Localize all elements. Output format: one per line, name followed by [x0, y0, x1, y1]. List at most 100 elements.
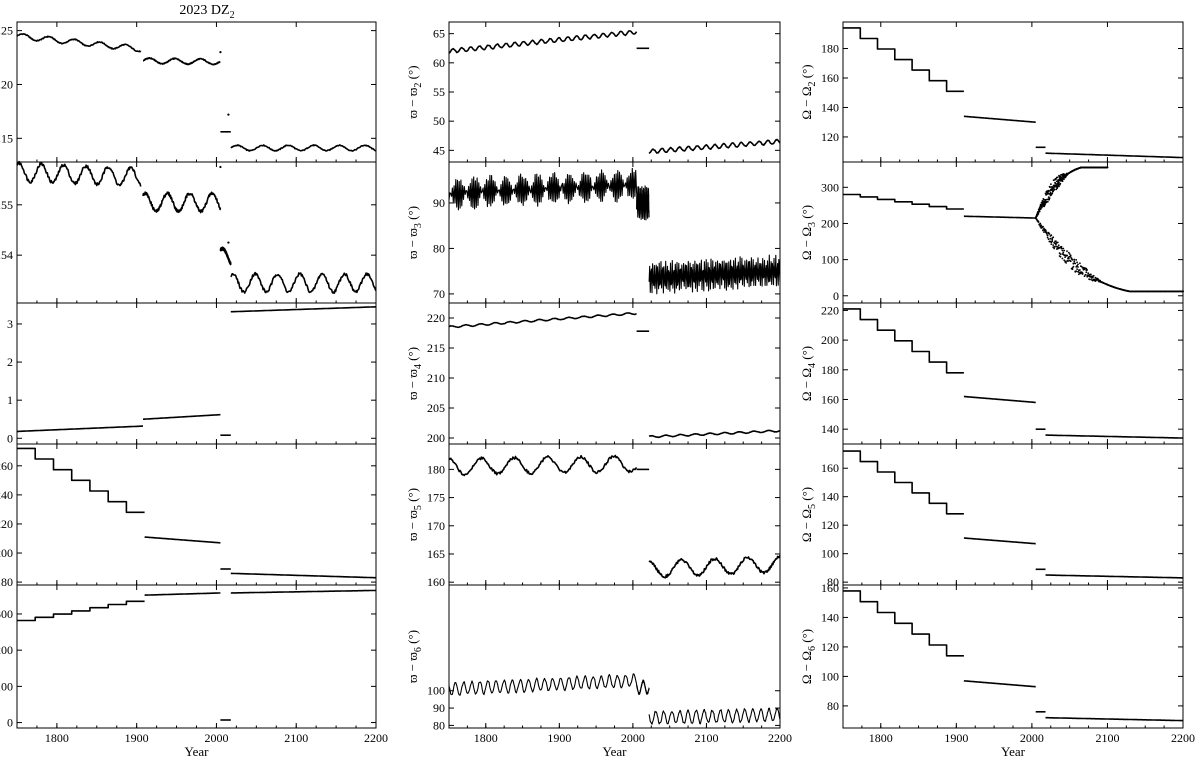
scatter-point — [1037, 221, 1040, 224]
scatter-point — [1076, 261, 1078, 264]
scatter-point — [1079, 262, 1081, 265]
scatter-point — [1055, 243, 1057, 246]
series-line — [843, 308, 964, 374]
y-tick-label: 140 — [821, 100, 839, 114]
series-line — [448, 312, 637, 329]
plot-frame — [16, 302, 377, 445]
scatter-point — [1052, 236, 1055, 239]
plot-frame — [16, 584, 377, 729]
scatter-point — [1042, 225, 1044, 228]
x-tick-label: 1800 — [45, 731, 69, 745]
series-line — [142, 413, 221, 420]
series-line — [963, 115, 1037, 123]
plot-frame — [842, 21, 1184, 163]
scatter-point — [1054, 182, 1057, 185]
scatter-point — [1064, 256, 1066, 258]
y-tick-label: 220 — [427, 311, 445, 325]
plot-frame — [448, 21, 781, 163]
scatter-point — [1050, 183, 1052, 186]
scatter-point — [1040, 224, 1043, 227]
y-tick-label: 3 — [7, 317, 13, 331]
scatter-point — [1046, 200, 1049, 203]
y-tick-label: 170 — [427, 519, 445, 533]
series-line — [648, 707, 781, 725]
scatter-point — [1054, 245, 1056, 248]
scatter-point — [1069, 256, 1072, 258]
y-tick-label: 80 — [827, 575, 839, 589]
y-tick-label: 180 — [0, 575, 13, 589]
y-tick-label: 0 — [7, 431, 13, 445]
y-axis-label: Ω − Ω6 (°) — [799, 629, 818, 684]
y-tick-label: 120 — [821, 518, 839, 532]
scatter-point — [1059, 182, 1062, 185]
x-tick-label: 2000 — [204, 731, 228, 745]
y-axis-label: Ω − Ω4 (°) — [799, 346, 818, 401]
scatter-point — [1077, 266, 1079, 268]
scatter-point — [1079, 269, 1081, 271]
y-tick-label: 160 — [821, 392, 839, 406]
y-tick-label: 160 — [427, 575, 445, 589]
y-tick-label: 2.25 — [0, 24, 13, 38]
series-line — [963, 395, 1037, 404]
series-line — [1045, 716, 1184, 722]
y-tick-label: 205 — [427, 401, 445, 415]
panel-c1-r2: 200 205 210 215 220 ϖ − ϖ4 (°) — [405, 302, 781, 445]
y-tick-label: 80 — [433, 241, 445, 255]
y-tick-label: 200 — [821, 216, 839, 230]
plot-frame — [448, 443, 781, 586]
y-tick-label: 220 — [0, 517, 13, 531]
y-tick-label: 210 — [427, 371, 445, 385]
x-tick-label: 1900 — [125, 731, 149, 745]
series-line — [219, 246, 232, 266]
y-tick-label: 80 — [827, 699, 839, 713]
x-tick-label: 1900 — [547, 731, 571, 745]
y-tick-label: 180 — [427, 462, 445, 476]
scatter-point — [1059, 255, 1062, 258]
series-line — [1045, 574, 1184, 579]
x-tick-label: 1800 — [869, 731, 893, 745]
scatter-point — [1058, 185, 1060, 188]
scatter-point — [1041, 206, 1043, 209]
scatter-point — [1060, 247, 1063, 250]
y-tick-label: 175 — [427, 491, 445, 505]
scatter-point — [1042, 198, 1045, 201]
scatter-point — [1075, 270, 1078, 273]
y-axis-label: ϖ − ϖ4 (°) — [405, 347, 424, 400]
series-line — [448, 454, 638, 477]
y-tick-label: 215 — [427, 341, 445, 355]
plot-frame — [842, 443, 1184, 586]
y-tick-label: 200 — [427, 431, 445, 445]
scatter-point — [1075, 259, 1078, 261]
isolated-point — [227, 113, 230, 116]
scatter-point — [1067, 259, 1069, 262]
scatter-point — [1051, 240, 1054, 243]
scatter-point — [1056, 182, 1059, 185]
y-tick-label: 90 — [433, 196, 445, 210]
series-line — [648, 429, 781, 439]
y-tick-label: 90 — [433, 701, 445, 715]
y-tick-label: 0 — [833, 289, 839, 303]
y-tick-label: 0.54 — [0, 248, 13, 262]
y-axis-label: ϖ − ϖ5 (°) — [405, 488, 424, 541]
y-tick-label: 2.20 — [0, 77, 13, 91]
x-tick-label: 2200 — [768, 731, 792, 745]
y-tick-label: 160 — [821, 461, 839, 475]
scatter-point — [1063, 259, 1066, 262]
scatter-point — [1052, 179, 1055, 182]
scatter-point — [1090, 273, 1092, 276]
scatter-point — [1053, 247, 1055, 250]
scatter-point — [1069, 260, 1072, 263]
x-tick-label: 2200 — [1171, 731, 1195, 745]
plot-frame — [842, 302, 1184, 445]
figure-title: 2023 DZ2 — [179, 3, 234, 21]
y-tick-label: 260 — [0, 459, 13, 473]
series-line — [843, 193, 964, 210]
y-tick-label: 100 — [821, 669, 839, 683]
scatter-point — [1046, 236, 1049, 239]
panel-c0-r3: 180200220240260Ω (°) — [0, 443, 377, 589]
scatter-point — [1059, 253, 1062, 256]
scatter-point — [1047, 192, 1050, 195]
scatter-point — [1069, 254, 1072, 257]
